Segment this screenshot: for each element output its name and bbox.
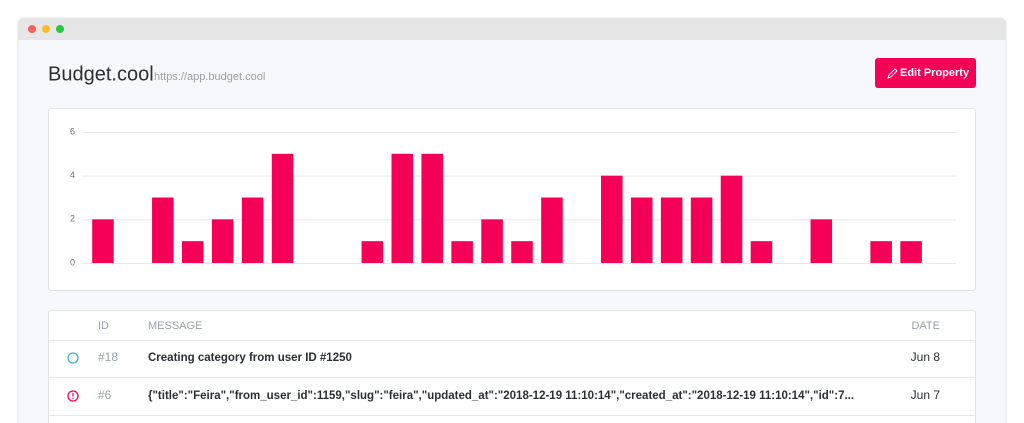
column-header: MESSAGE — [148, 320, 202, 332]
status-icon — [67, 352, 79, 364]
row-id: #18 — [98, 350, 118, 364]
bar — [870, 241, 892, 263]
button-bg[interactable] — [875, 58, 976, 88]
bar — [690, 197, 713, 263]
close-dot[interactable] — [28, 25, 36, 33]
maximize-dot[interactable] — [56, 25, 64, 33]
bar — [241, 197, 264, 263]
bar — [211, 219, 234, 263]
pencil-icon — [887, 68, 898, 79]
y-tick-label: 2 — [70, 214, 75, 224]
error-icon — [67, 390, 79, 402]
chart: 0 2 4 6 — [70, 126, 956, 267]
bar — [92, 219, 114, 263]
bar — [391, 153, 414, 263]
row-message[interactable]: Creating category from user ID #1250 — [148, 352, 352, 364]
table: ID MESSAGE DATE #18 Creating category from u… — [49, 320, 975, 416]
y-tick-label: 6 — [70, 126, 75, 136]
error-icon-dot — [72, 397, 74, 399]
y-tick-label: 0 — [70, 257, 75, 267]
row-id: #6 — [98, 388, 112, 402]
minimize-dot[interactable] — [42, 25, 50, 33]
bar — [361, 241, 384, 263]
site-title: Budget.cool — [48, 63, 154, 85]
bar — [271, 153, 294, 263]
bar — [601, 175, 623, 263]
bar — [810, 219, 833, 263]
button-label[interactable]: Edit Property — [900, 67, 970, 79]
column-header: ID — [98, 320, 109, 332]
bar — [900, 241, 922, 263]
site-url[interactable]: https://app.budget.cool — [154, 71, 265, 83]
bar — [630, 197, 653, 263]
row-message[interactable]: {"title":"Feira","from_user_id":1159,"sl… — [148, 390, 854, 402]
column-header: DATE — [911, 320, 940, 332]
bar — [660, 197, 683, 263]
bar — [181, 241, 204, 263]
bar — [541, 197, 563, 263]
row-date: Jun 7 — [911, 388, 941, 402]
row-date: Jun 8 — [911, 350, 941, 364]
bar — [451, 241, 473, 263]
table-card — [48, 310, 976, 423]
bar — [421, 153, 443, 263]
bar — [481, 219, 503, 263]
bar — [152, 197, 174, 263]
bar — [720, 175, 743, 263]
y-tick-label: 4 — [70, 170, 75, 180]
browser-bar — [18, 18, 1006, 40]
bar — [511, 241, 533, 263]
edit-button[interactable]: Edit Property — [875, 58, 976, 88]
bar — [750, 241, 773, 263]
